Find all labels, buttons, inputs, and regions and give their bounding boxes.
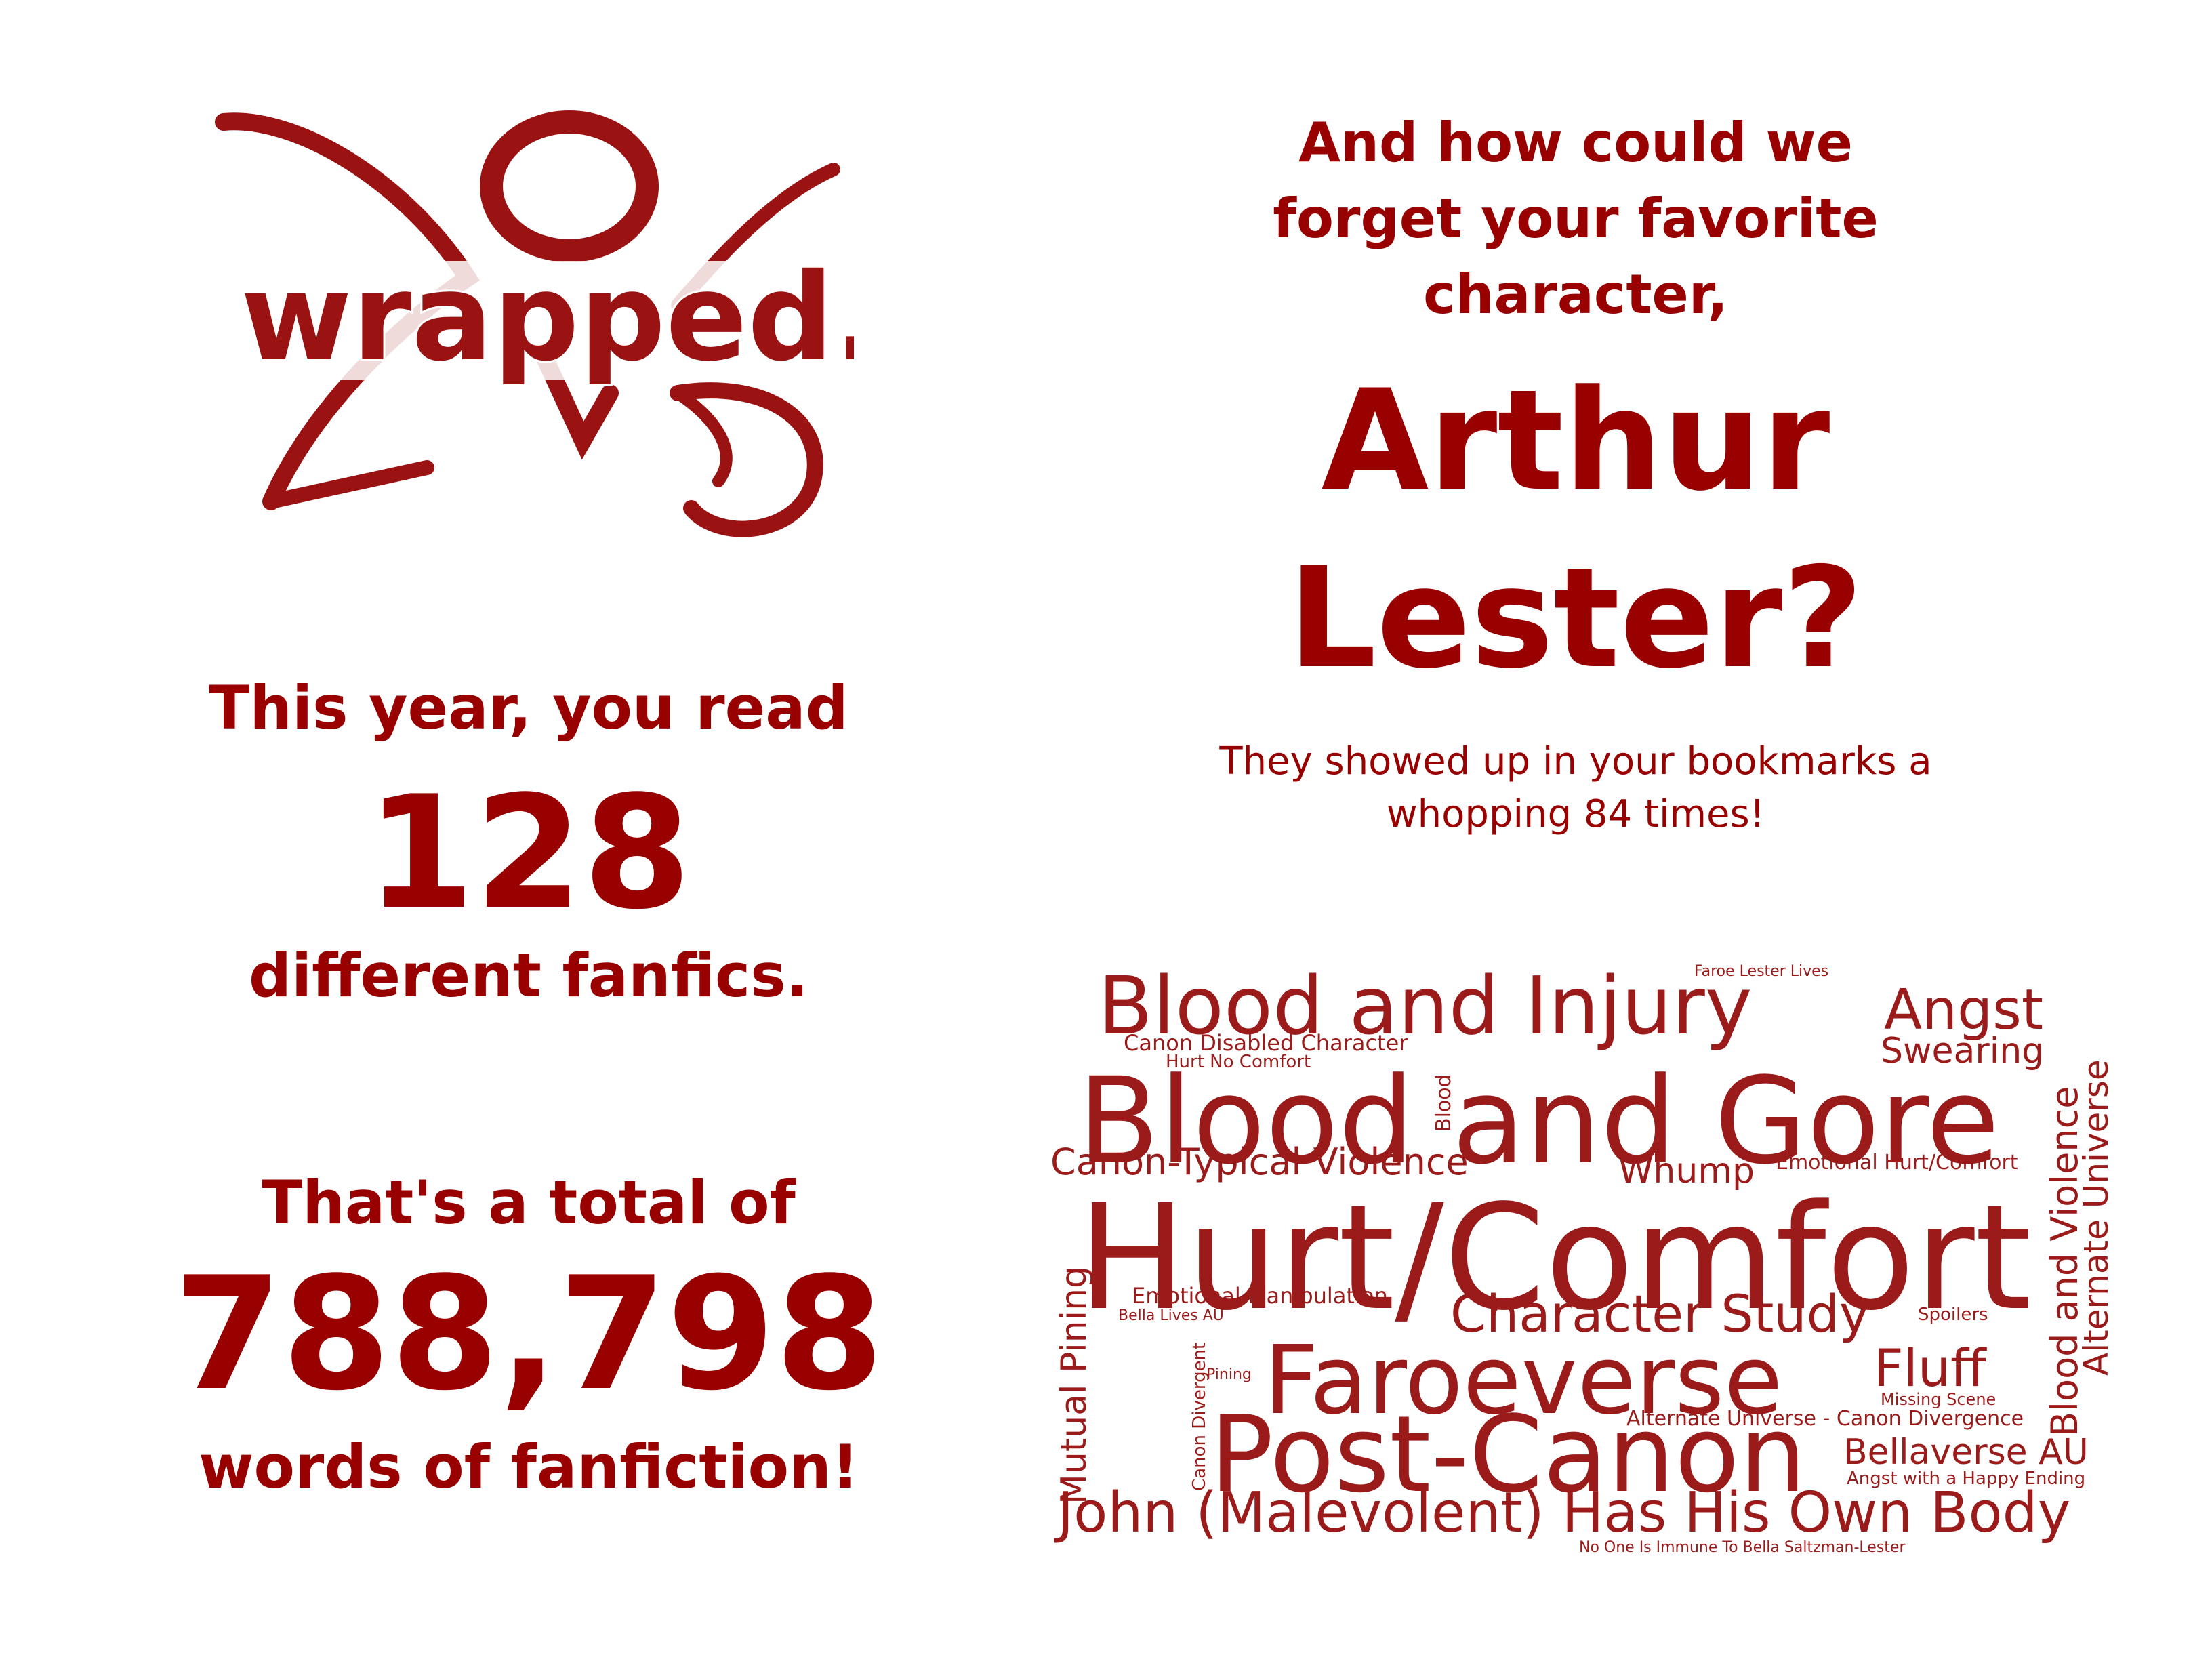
total-outro-text: words of fanfiction! [199, 1432, 859, 1502]
question-line: character, [1423, 263, 1728, 326]
word-cloud-tag: Alternate Universe - Canon Divergence [1626, 1407, 2024, 1431]
word-cloud-tag: Faroe Lester Lives [1694, 963, 1828, 980]
read-count: 128 [365, 763, 692, 944]
bookmark-note-line: They showed up in your bookmarks a [1219, 739, 1932, 783]
read-intro-text: This year, you read [209, 673, 848, 743]
word-cloud-tag: Emotional Manipulation [1132, 1283, 1388, 1309]
total-intro-text: That's a total of [262, 1168, 796, 1237]
word-cloud-tag: Alternate Universe [2076, 1059, 2114, 1376]
word-cloud-tag: Angst [1884, 978, 2043, 1042]
word-cloud-tag: John (Malevolent) Has His Own Body [1054, 1481, 2070, 1545]
favorite-character-name: Arthur Lester? [1111, 352, 2040, 708]
word-cloud-tag: Blood [1432, 1074, 1456, 1132]
question-line: forget your favorite [1273, 187, 1879, 250]
word-cloud-tag: Spoilers [1918, 1305, 1988, 1325]
word-cloud-tag: Canon Disabled Character [1124, 1030, 1408, 1056]
word-cloud-tag: Hurt/Comfort [1078, 1174, 2032, 1343]
word-cloud-tag: No One Is Immune To Bella Saltzman-Leste… [1579, 1539, 1906, 1556]
read-outro-text: different fanfics. [248, 941, 809, 1010]
word-cloud-tag: Canon-Typical Violence [1050, 1141, 1469, 1183]
word-cloud-tag: Missing Scene [1881, 1390, 1996, 1409]
bookmark-note-line: whopping 84 times! [1386, 792, 1765, 836]
word-cloud-tag: Mutual Pining [1054, 1266, 1094, 1504]
question-line: And how could we [1298, 111, 1853, 174]
word-cloud-tag: Pining [1206, 1366, 1252, 1383]
character-name-line: Arthur [1321, 361, 1830, 522]
word-cloud-tag: Bellaverse AU [1843, 1432, 2089, 1473]
total-word-count: 788,798 [173, 1244, 884, 1425]
character-name-line: Lester? [1288, 538, 1864, 699]
word-cloud-tag: Post-Canon [1210, 1393, 1806, 1516]
word-cloud-tag: Blood and Injury [1098, 959, 1753, 1052]
word-cloud-tag: Character Study [1450, 1284, 1870, 1344]
favorite-question: And how could we forget your favorite ch… [1111, 105, 2040, 333]
word-cloud-tag: Whump [1618, 1151, 1755, 1191]
word-cloud-tag: Blood and Violence [2043, 1086, 2086, 1437]
word-cloud-tag: Faroeverse [1264, 1326, 1782, 1436]
word-cloud-tag: Hurt No Comfort [1166, 1052, 1311, 1072]
logo-wordmark: wrapped. [241, 247, 854, 388]
word-cloud-tag: Swearing [1881, 1031, 2044, 1071]
word-cloud-tag: Bella Lives AU [1118, 1307, 1224, 1324]
wrapped-logo: wrapped. [215, 110, 854, 537]
word-cloud-tag: Emotional Hurt/Comfort [1776, 1151, 2018, 1174]
tag-word-cloud: Blood and Injury Faroe Lester Lives Angs… [1050, 959, 2114, 1556]
word-cloud-tag: Angst with a Happy Ending [1847, 1469, 2085, 1489]
bookmark-note: They showed up in your bookmarks a whopp… [1111, 735, 2040, 841]
word-cloud-tag: Canon Divergent [1189, 1343, 1210, 1491]
word-cloud-tag: Blood and Gore [1078, 1052, 2000, 1191]
word-cloud-tag: Fluff [1874, 1338, 1987, 1398]
